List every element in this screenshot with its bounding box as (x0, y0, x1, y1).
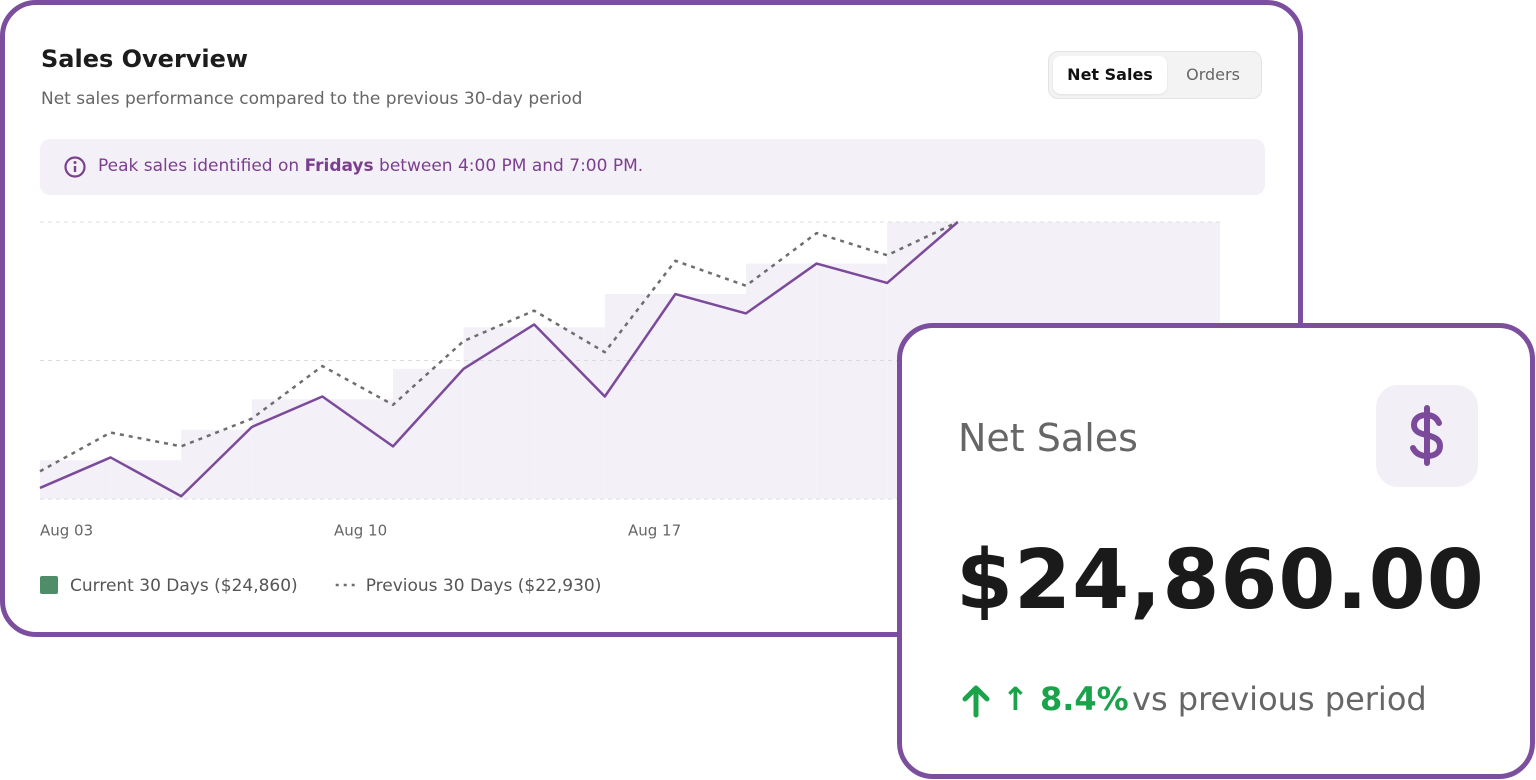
info-icon (64, 156, 86, 178)
alert: Peak sales identified on Fridays between… (40, 139, 1265, 195)
card-subtitle: Net sales performance compared to the pr… (41, 89, 583, 109)
kpi-label: Net Sales (958, 416, 1138, 460)
tab[interactable]: Orders (1186, 65, 1240, 84)
kpi-change: ↑ 8.4% (1002, 680, 1129, 718)
dollar-icon (1376, 385, 1478, 487)
up-arrow-icon (962, 685, 990, 718)
tab-group: Net Sales Orders (1048, 51, 1262, 99)
card-title: Sales Overview (41, 45, 249, 73)
alert-text: Peak sales identified on Fridays between… (98, 156, 643, 176)
alert-text-part: between 4:00 PM and 7:00 PM. (379, 156, 644, 176)
alert-text-part: Peak sales identified on (98, 156, 300, 176)
alert-bold: Fridays (304, 156, 374, 176)
kpi-value: $24,860.00 (956, 533, 1485, 628)
kpi-comparison: vs previous period (1132, 680, 1427, 718)
dollar-glyph (1410, 405, 1444, 466)
tab-active[interactable]: Net Sales (1053, 56, 1167, 94)
kpi-card: Net Sales $24,860.00 ↑ 8.4% vs previous … (897, 323, 1535, 779)
